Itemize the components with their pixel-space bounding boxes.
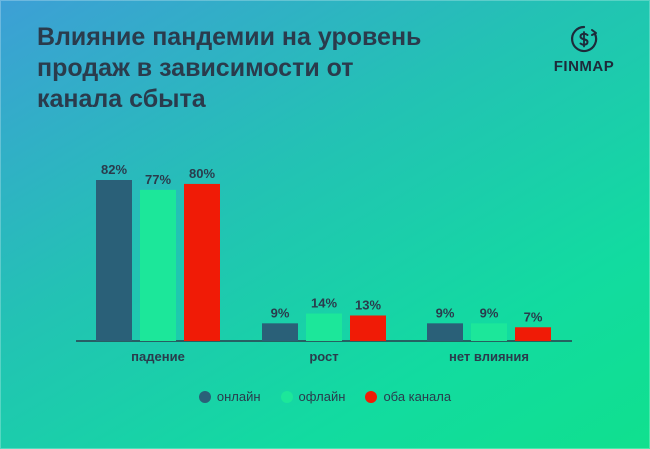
legend-label: офлайн [298,389,346,404]
data-label: 9% [480,305,499,320]
chart-title-line-2: продаж в зависимости от [37,54,354,82]
x-tick-label: нет влияния [449,349,529,364]
x-tick-label: рост [309,349,338,364]
data-label: 9% [436,305,455,320]
bar-1-3 [427,323,463,341]
bar-3-1 [184,183,220,341]
legend-swatch [365,390,378,403]
legend-item: оба канала [365,389,451,404]
legend-label: онлайн [216,389,261,404]
chart-title-line-1: Влияние пандемии на уровень [37,23,422,51]
bar-1-2 [262,323,298,341]
bar-2-2 [306,313,342,341]
bar-2-3 [471,323,507,341]
legend-item: онлайн [198,389,261,404]
bar-1-1 [96,180,132,341]
chart-title-line-3: канала сбыта [37,85,206,113]
bar-3-2 [350,315,386,341]
legend-label: оба канала [383,389,452,404]
data-label: 9% [271,305,290,320]
chart-title: Влияние пандемии на уровень продаж в зав… [37,22,421,115]
chart-legend: онлайн офлайн оба канала [0,389,650,404]
legend-swatch [198,390,211,403]
data-label: 7% [524,309,543,324]
data-label: 82% [101,162,127,177]
x-tick-label: падение [131,349,185,364]
finmap-logo: FINMAP [549,24,619,75]
data-label: 80% [189,166,215,181]
bar-2-1 [140,189,176,341]
finmap-logo-text: FINMAP [553,58,615,75]
legend-swatch [280,390,293,403]
data-label: 13% [355,297,381,312]
finmap-logo-icon [571,25,598,53]
bar-3-3 [515,327,551,341]
data-label: 14% [311,296,337,311]
data-label: 77% [145,172,171,187]
legend-item: офлайн [280,389,346,404]
